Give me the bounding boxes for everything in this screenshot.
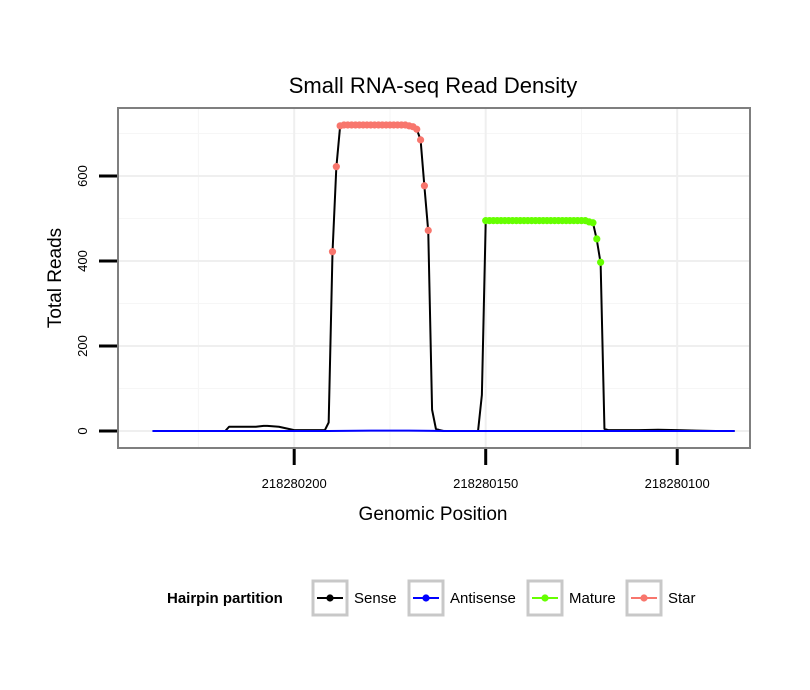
y-tick-label: 200 xyxy=(75,335,90,357)
data-point-mature xyxy=(589,219,597,227)
plot-border xyxy=(117,107,751,449)
x-axis-title: Genomic Position xyxy=(359,504,508,525)
legend-label-sense: Sense xyxy=(354,590,397,607)
chart-title: Small RNA-seq Read Density xyxy=(289,73,578,98)
data-point-star xyxy=(328,248,337,256)
data-point-star xyxy=(424,226,432,234)
legend-label-star: Star xyxy=(668,590,696,607)
legend-key-point-antisense xyxy=(422,594,430,602)
x-tick-label: 218280200 xyxy=(262,476,327,491)
legend-label-mature: Mature xyxy=(569,590,616,607)
legend-key-point-mature xyxy=(541,594,549,602)
legend-title: Hairpin partition xyxy=(167,590,283,607)
plot-panel xyxy=(118,108,750,448)
data-point-star xyxy=(332,163,340,171)
y-axis: 0 200 400 600 xyxy=(75,165,117,435)
x-tick-label: 218280100 xyxy=(645,476,710,491)
legend-label-antisense: Antisense xyxy=(450,590,516,607)
data-point-star xyxy=(420,182,429,190)
y-axis-title: Total Reads xyxy=(45,228,66,328)
x-tick-label: 218280150 xyxy=(453,476,518,491)
legend: Hairpin partition Sense Antisense Mature St… xyxy=(167,579,696,617)
y-tick-label: 0 xyxy=(75,427,90,434)
data-point-star xyxy=(413,125,421,133)
x-axis: 218280200 218280150 218280100 xyxy=(262,449,710,491)
data-point-star xyxy=(416,136,425,144)
data-point-mature xyxy=(593,235,601,243)
series-layer xyxy=(152,121,735,432)
y-tick-label: 400 xyxy=(75,250,90,272)
legend-key-point-star xyxy=(640,594,648,602)
legend-key-point-sense xyxy=(326,594,334,602)
y-tick-label: 600 xyxy=(75,165,90,187)
data-point-mature xyxy=(597,258,605,266)
